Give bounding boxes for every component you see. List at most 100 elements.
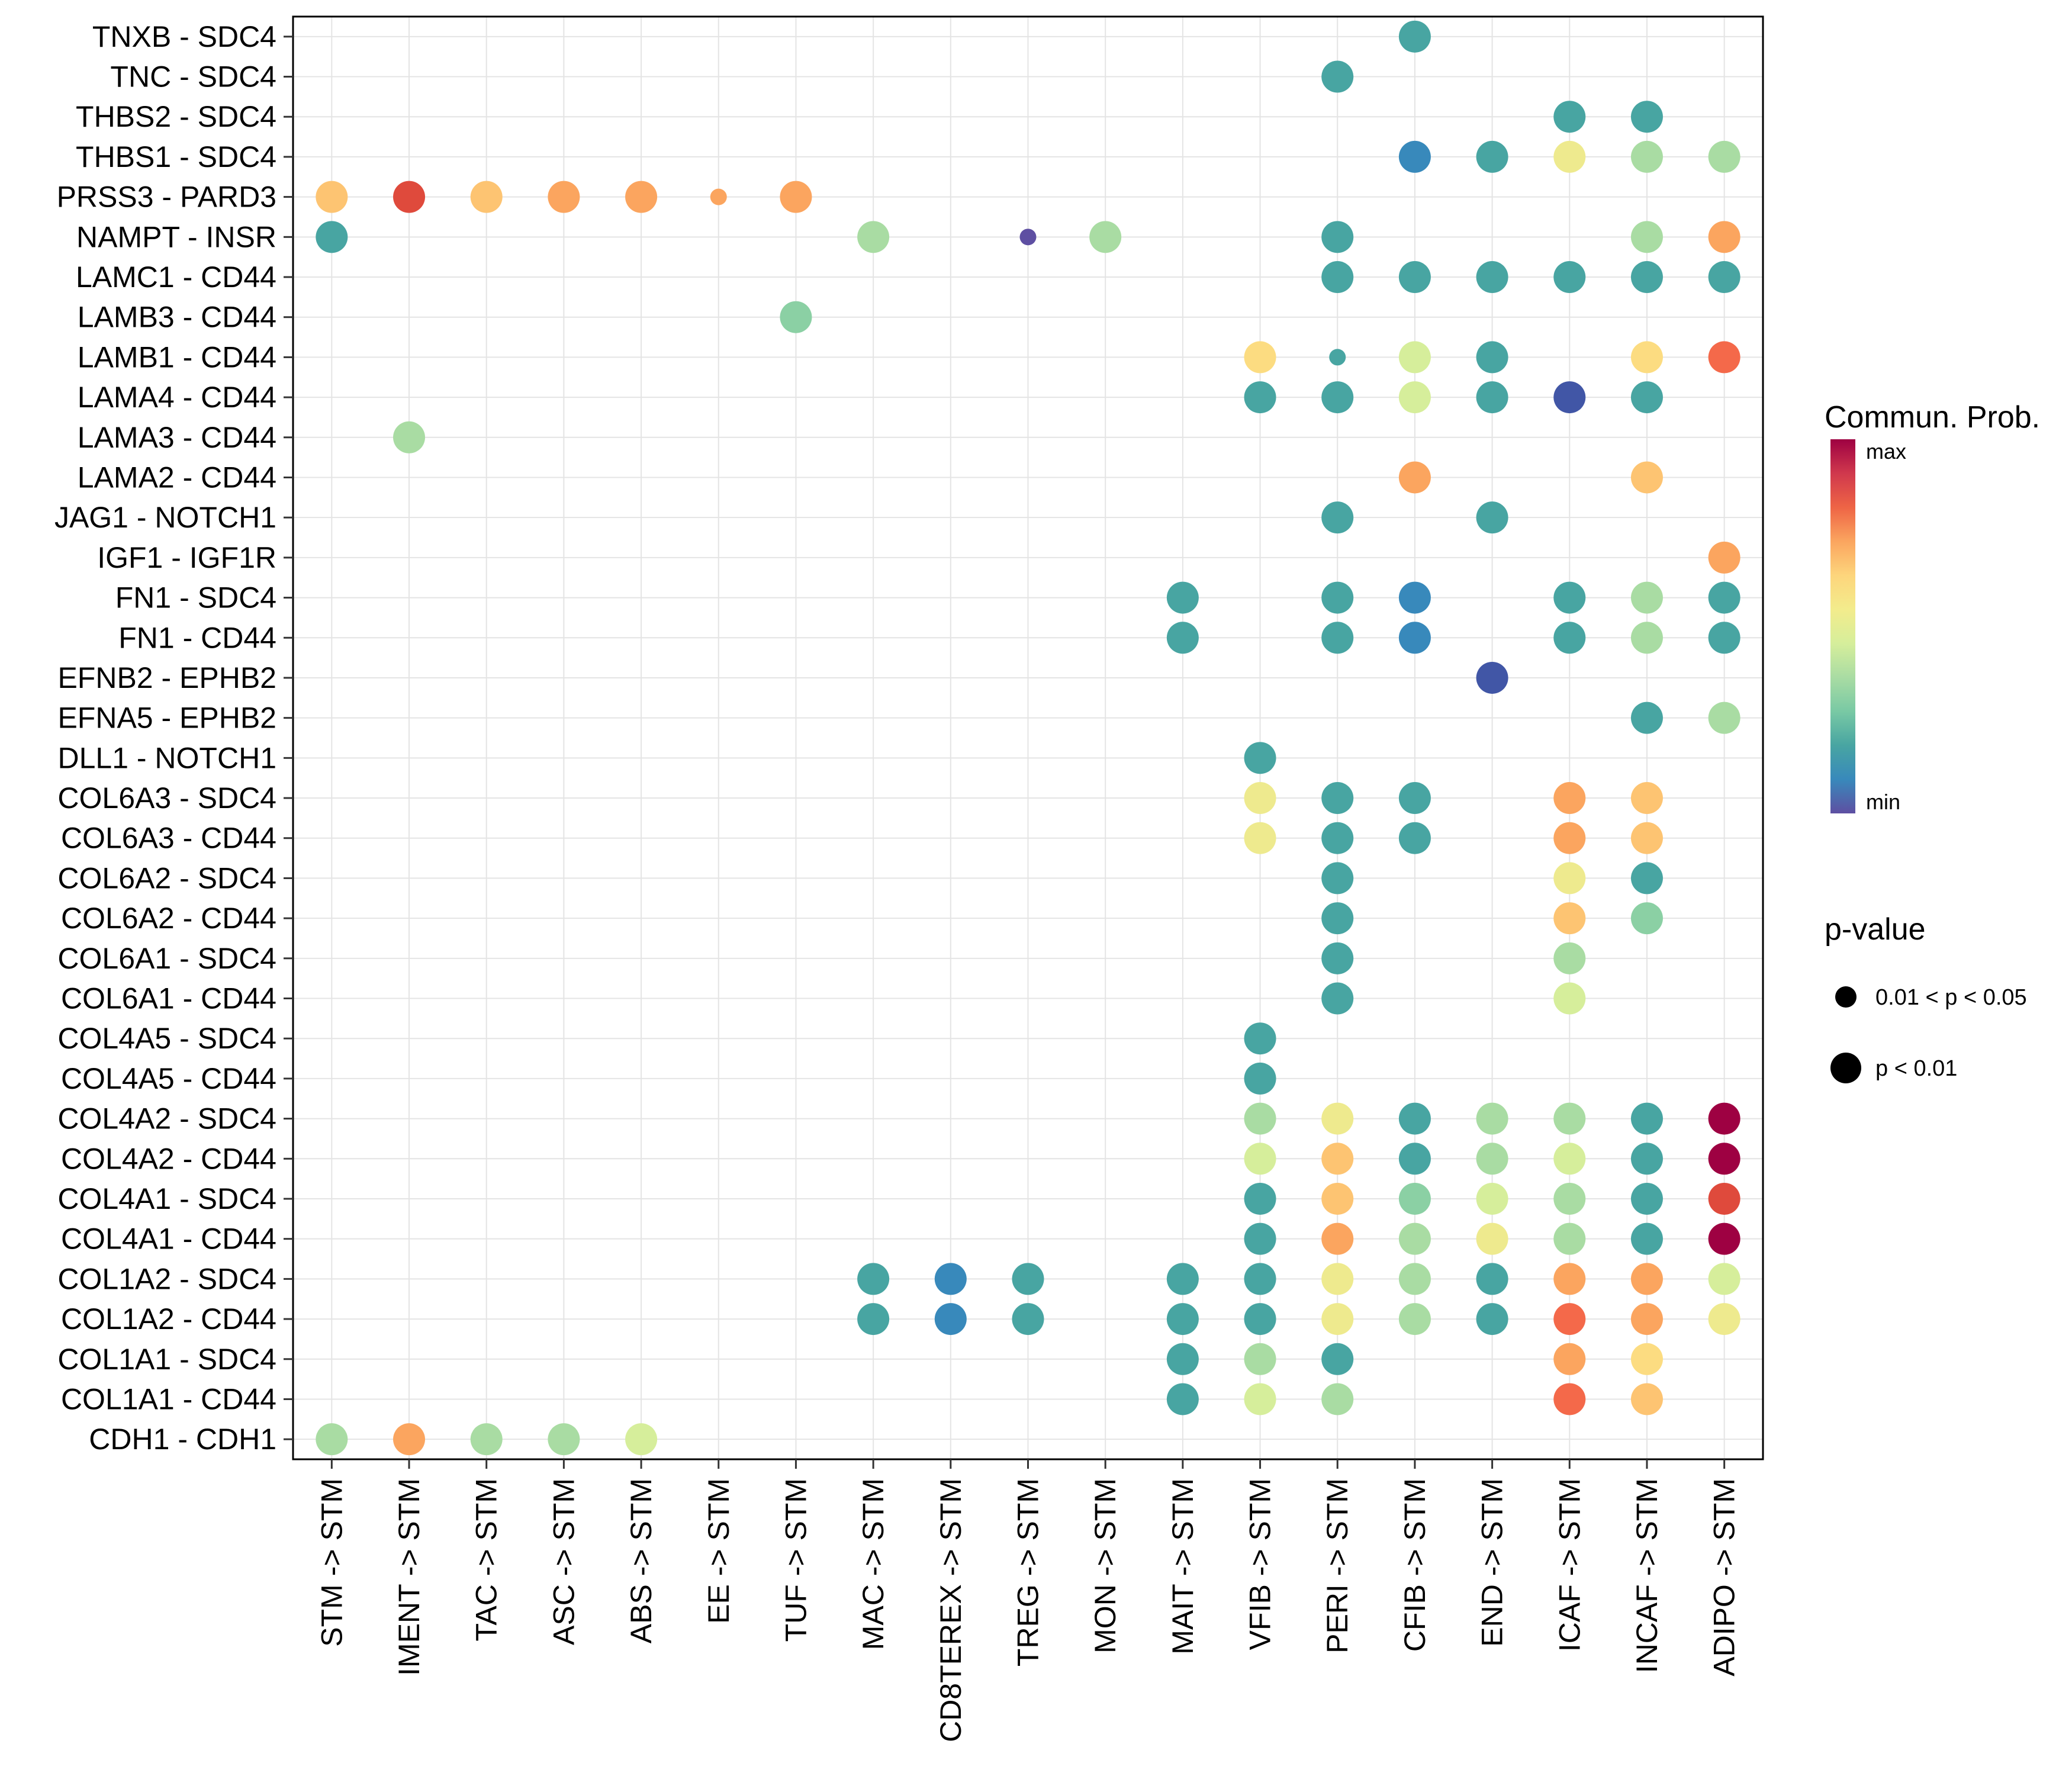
comm-prob-dot <box>548 1423 580 1456</box>
comm-prob-dot <box>1630 702 1663 734</box>
pvalue-item-label: p < 0.01 <box>1875 1056 1958 1081</box>
pvalue-item-label: 0.01 < p < 0.05 <box>1875 985 2027 1010</box>
comm-prob-dot <box>1321 381 1354 414</box>
comm-prob-dot <box>1321 1343 1354 1375</box>
comm-prob-dot <box>710 188 727 205</box>
comm-prob-dot <box>1321 261 1354 294</box>
pvalue-legend-title: p-value <box>1825 912 1926 947</box>
comm-prob-dot <box>1553 942 1586 974</box>
colorbar-min-label: min <box>1866 790 1901 814</box>
comm-prob-dot <box>1244 1102 1276 1135</box>
comm-prob-dot <box>1630 461 1663 494</box>
comm-prob-dot <box>1244 1143 1276 1175</box>
comm-prob-dot <box>1553 1143 1586 1175</box>
y-axis-label: COL6A2 - SDC4 <box>57 861 276 895</box>
x-axis-label: STM -> STM <box>315 1478 348 1647</box>
y-axis-label: JAG1 - NOTCH1 <box>54 501 276 534</box>
x-axis-label: CFIB -> STM <box>1398 1478 1431 1652</box>
comm-prob-dot <box>1244 782 1276 815</box>
comm-prob-dot <box>1321 581 1354 614</box>
x-axis-label: PERI -> STM <box>1321 1478 1354 1653</box>
comm-prob-dot <box>1398 461 1431 494</box>
comm-prob-dot <box>1708 1102 1740 1135</box>
comm-prob-dot <box>1630 221 1663 253</box>
comm-prob-dot <box>1708 1263 1740 1295</box>
comm-prob-dot <box>1019 229 1037 246</box>
colorbar-max-label: max <box>1866 439 1907 464</box>
y-axis-label: NAMPT - INSR <box>76 220 276 253</box>
y-axis-label: COL1A2 - SDC4 <box>57 1262 276 1295</box>
comm-prob-dot <box>1553 101 1586 133</box>
x-axis-label: MAIT -> STM <box>1166 1478 1199 1655</box>
pvalue-dot-small <box>1835 986 1857 1008</box>
comm-prob-dot <box>1630 1383 1663 1415</box>
colorbar-title: Commun. Prob. <box>1825 400 2041 435</box>
comm-prob-dot <box>1708 341 1740 374</box>
x-axis-label: ICAF -> STM <box>1553 1478 1586 1652</box>
comm-prob-dot <box>1630 822 1663 854</box>
comm-prob-dot <box>393 181 426 213</box>
comm-prob-dot <box>1630 1263 1663 1295</box>
comm-prob-dot <box>1630 1343 1663 1375</box>
comm-prob-dot <box>1708 221 1740 253</box>
y-axis-label: LAMC1 - CD44 <box>76 260 276 294</box>
comm-prob-dot <box>1321 1303 1354 1336</box>
x-axis-label: IMENT -> STM <box>392 1478 426 1676</box>
comm-prob-dot <box>1244 1303 1276 1336</box>
comm-prob-dot <box>1553 622 1586 654</box>
comm-prob-dot <box>1321 501 1354 534</box>
y-axis-label: COL4A5 - SDC4 <box>57 1022 276 1055</box>
comm-prob-dot <box>1553 1303 1586 1336</box>
comm-prob-dot <box>1630 622 1663 654</box>
comm-prob-dot <box>857 1303 890 1336</box>
x-axis-label: ADIPO -> STM <box>1708 1478 1741 1677</box>
comm-prob-dot <box>1398 581 1431 614</box>
comm-prob-dot <box>1553 1263 1586 1295</box>
y-axis-label: EFNB2 - EPHB2 <box>57 661 276 694</box>
comm-prob-dot <box>1553 261 1586 294</box>
comm-prob-dot <box>1398 1303 1431 1336</box>
comm-prob-dot <box>1476 1303 1508 1336</box>
comm-prob-dot <box>1398 140 1431 173</box>
comm-prob-dot <box>1321 622 1354 654</box>
x-axis-label: ASC -> STM <box>547 1478 580 1645</box>
comm-prob-dot <box>1398 341 1431 374</box>
y-axis-label: LAMA4 - CD44 <box>78 381 276 414</box>
comm-prob-dot <box>1476 140 1508 173</box>
comm-prob-dot <box>1166 1263 1199 1295</box>
comm-prob-dot <box>1398 622 1431 654</box>
y-axis-label: DLL1 - NOTCH1 <box>57 741 276 774</box>
comm-prob-dot <box>1244 381 1276 414</box>
y-axis-label: COL6A1 - SDC4 <box>57 942 276 975</box>
comm-prob-dot <box>1630 140 1663 173</box>
comm-prob-dot <box>1244 1222 1276 1255</box>
y-axis-label: IGF1 - IGF1R <box>97 541 276 574</box>
comm-prob-dot <box>1398 1263 1431 1295</box>
comm-prob-dot <box>1244 1343 1276 1375</box>
x-axis-label: INCAF -> STM <box>1630 1478 1664 1673</box>
comm-prob-dot <box>1553 140 1586 173</box>
y-axis-label: COL6A2 - CD44 <box>61 902 276 935</box>
x-axis-label: CD8TEREX -> STM <box>934 1478 967 1742</box>
x-axis-label: TREG -> STM <box>1012 1478 1045 1666</box>
comm-prob-dot <box>1321 982 1354 1015</box>
comm-prob-dot <box>1630 261 1663 294</box>
comm-prob-dot <box>1476 1182 1508 1215</box>
comm-prob-dot <box>1089 221 1122 253</box>
comm-prob-dot <box>625 1423 658 1456</box>
comm-prob-dot <box>1630 581 1663 614</box>
comm-prob-dot <box>1244 1383 1276 1415</box>
comm-prob-dot <box>857 221 890 253</box>
comm-prob-dot <box>780 301 812 333</box>
comm-prob-dot <box>1553 902 1586 935</box>
comm-prob-dot <box>1321 1263 1354 1295</box>
x-axis-label: END -> STM <box>1476 1478 1509 1647</box>
y-axis-label: LAMB1 - CD44 <box>78 340 276 374</box>
comm-prob-dot <box>1321 1143 1354 1175</box>
comm-prob-dot <box>1166 1383 1199 1415</box>
comm-prob-dot <box>1708 1222 1740 1255</box>
comm-prob-dot <box>1398 1143 1431 1175</box>
x-axis-label: ABS -> STM <box>625 1478 658 1643</box>
